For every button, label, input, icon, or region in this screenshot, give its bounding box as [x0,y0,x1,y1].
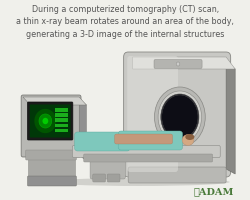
FancyBboxPatch shape [107,174,120,182]
Bar [55,124,68,127]
FancyBboxPatch shape [84,154,212,162]
FancyBboxPatch shape [21,96,81,157]
FancyBboxPatch shape [118,131,182,150]
Text: During a computerized tomography (CT) scan,
a thin x-ray beam rotates around an : During a computerized tomography (CT) sc… [16,5,234,39]
FancyBboxPatch shape [27,176,76,186]
Polygon shape [23,98,86,105]
Ellipse shape [158,92,201,143]
Ellipse shape [154,88,204,147]
FancyBboxPatch shape [154,60,201,69]
Polygon shape [79,100,86,161]
Ellipse shape [160,95,198,140]
FancyBboxPatch shape [72,146,219,158]
Circle shape [39,114,52,128]
FancyBboxPatch shape [128,167,225,183]
Ellipse shape [182,135,193,146]
FancyBboxPatch shape [74,132,130,151]
Polygon shape [132,58,234,70]
FancyBboxPatch shape [28,155,75,181]
Polygon shape [225,63,234,174]
Text: ✱ADAM: ✱ADAM [193,186,233,195]
FancyBboxPatch shape [114,134,172,144]
Circle shape [42,118,48,125]
Bar [55,114,68,117]
Bar [55,119,68,122]
Circle shape [34,109,56,133]
Circle shape [176,63,179,67]
FancyBboxPatch shape [30,105,70,138]
Bar [55,129,68,133]
FancyBboxPatch shape [127,57,177,172]
FancyBboxPatch shape [80,146,89,156]
FancyBboxPatch shape [90,157,125,179]
FancyBboxPatch shape [123,53,230,177]
Ellipse shape [184,134,194,140]
FancyBboxPatch shape [26,150,76,160]
Bar [55,108,68,112]
FancyBboxPatch shape [92,174,105,182]
FancyBboxPatch shape [27,102,72,140]
Ellipse shape [161,96,197,139]
Ellipse shape [48,178,229,186]
